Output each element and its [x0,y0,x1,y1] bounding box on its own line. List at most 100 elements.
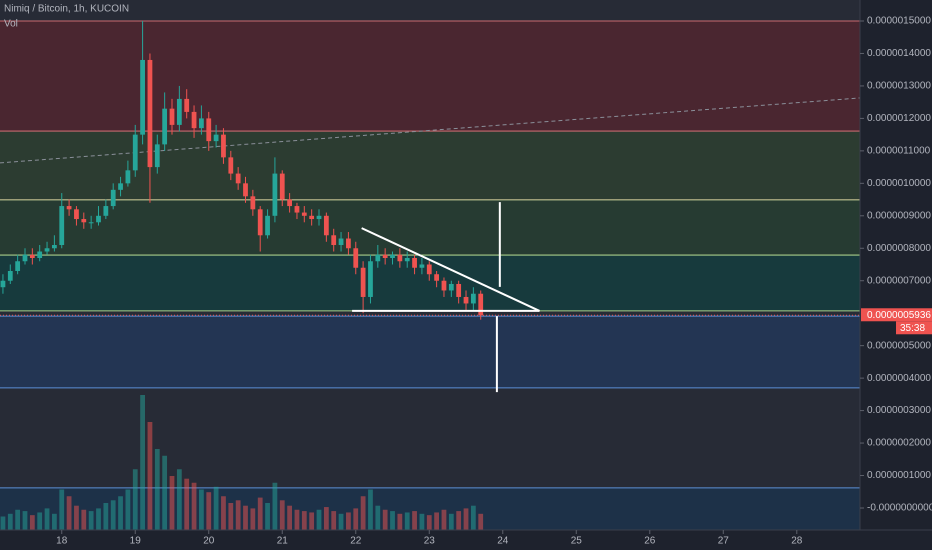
volume-bar [287,505,292,530]
candle-body [66,206,72,210]
candle-body [184,98,190,112]
candle-body [287,199,292,207]
volume-bar [66,496,72,530]
y-tick-label: 0.0000009000 [867,210,931,221]
trend-line [0,97,861,164]
volume-bar [191,482,197,530]
x-tick-label: 19 [130,536,142,547]
volume-bar [15,509,21,530]
volume-bar [316,509,322,530]
volume-bar [37,512,43,530]
volume-bar [257,497,263,530]
candle-body [37,251,43,259]
volume-bar [279,500,285,530]
candle-body [419,264,425,268]
y-tick-label: 0.0000007000 [867,275,931,286]
volume-bar [243,505,248,530]
candle-body [81,219,87,223]
volume-bar [0,516,6,530]
volume-bar [309,512,315,530]
volume-bar [456,511,462,530]
volume-bar [52,513,57,530]
candle-body [125,170,131,184]
countdown: 35:38 [900,323,925,334]
volume-bar [426,515,432,530]
volume-bar [147,422,153,530]
volume-bar [368,489,373,530]
candle-body [279,173,285,200]
candle-body [301,212,307,216]
volume-bar [199,489,204,530]
candle-body [140,59,145,135]
y-tick-label: 0.0000005000 [867,340,931,351]
volume-bar [176,469,182,530]
candle-body [29,254,35,259]
candle-body [154,144,160,168]
candle-body [346,238,351,249]
candle-body [470,293,476,304]
volume-bar [346,512,351,530]
candle-body [478,293,484,316]
y-tick-label: 0.0000013000 [867,81,931,92]
candle-body [235,173,241,184]
candle-body [96,215,101,223]
volume-bar [272,482,278,530]
candle-body [360,267,366,297]
candle-body [213,134,219,142]
volume-bar [338,513,344,530]
volume-bar [412,511,417,530]
candle-body [118,183,123,190]
candle-body [199,118,204,129]
x-tick-label: 28 [791,536,803,547]
candle-body [404,258,410,262]
zone [0,316,860,388]
y-tick-label: -0.0000000000 [867,503,932,514]
candle-body [110,189,116,207]
candle-body [103,206,109,216]
candle-body [52,245,57,249]
zone [0,21,860,132]
candle-body [206,118,212,142]
volume-bar [294,509,300,530]
volume-bar [22,511,28,530]
volume-bar [221,496,226,530]
candle-body [353,248,359,268]
volume-bar [118,496,123,530]
y-tick-label: 0.0000004000 [867,373,931,384]
candle-body [15,261,21,271]
candle-body [331,235,337,246]
candle-body [169,108,175,125]
volume-bar [478,513,484,530]
volume-bar [110,500,116,530]
volume-bar [382,509,388,530]
y-tick-label: 0.0000002000 [867,438,931,449]
x-tick-label: 27 [718,536,730,547]
y-tick-label: 0.0000011000 [867,146,931,157]
candle-body [132,134,138,171]
chart-title: Nimiq / Bitcoin, 1h, KUCOIN [4,4,129,15]
candle-body [456,283,462,297]
x-tick-label: 21 [277,536,289,547]
volume-bar [235,500,241,530]
price-label-box [861,308,932,322]
volume-label: Vol [4,19,18,30]
candle-body [382,254,388,259]
volume-bar [265,503,270,530]
candle-body [426,264,432,275]
candle-body [228,157,234,174]
candle-body [7,270,13,281]
y-tick-label: 0.0000014000 [867,48,931,59]
volume-bar [162,455,168,530]
candle-body [463,296,469,304]
x-tick-label: 18 [56,536,68,547]
candle-body [176,98,182,125]
volume-bar [184,478,190,530]
candle-body [441,280,447,291]
candle-body [22,254,28,262]
volume-bar [228,503,234,530]
candle-body [221,134,226,158]
volume-bar [29,515,35,530]
volume-bar [470,505,476,530]
y-tick-label: 0.0000010000 [867,178,931,189]
